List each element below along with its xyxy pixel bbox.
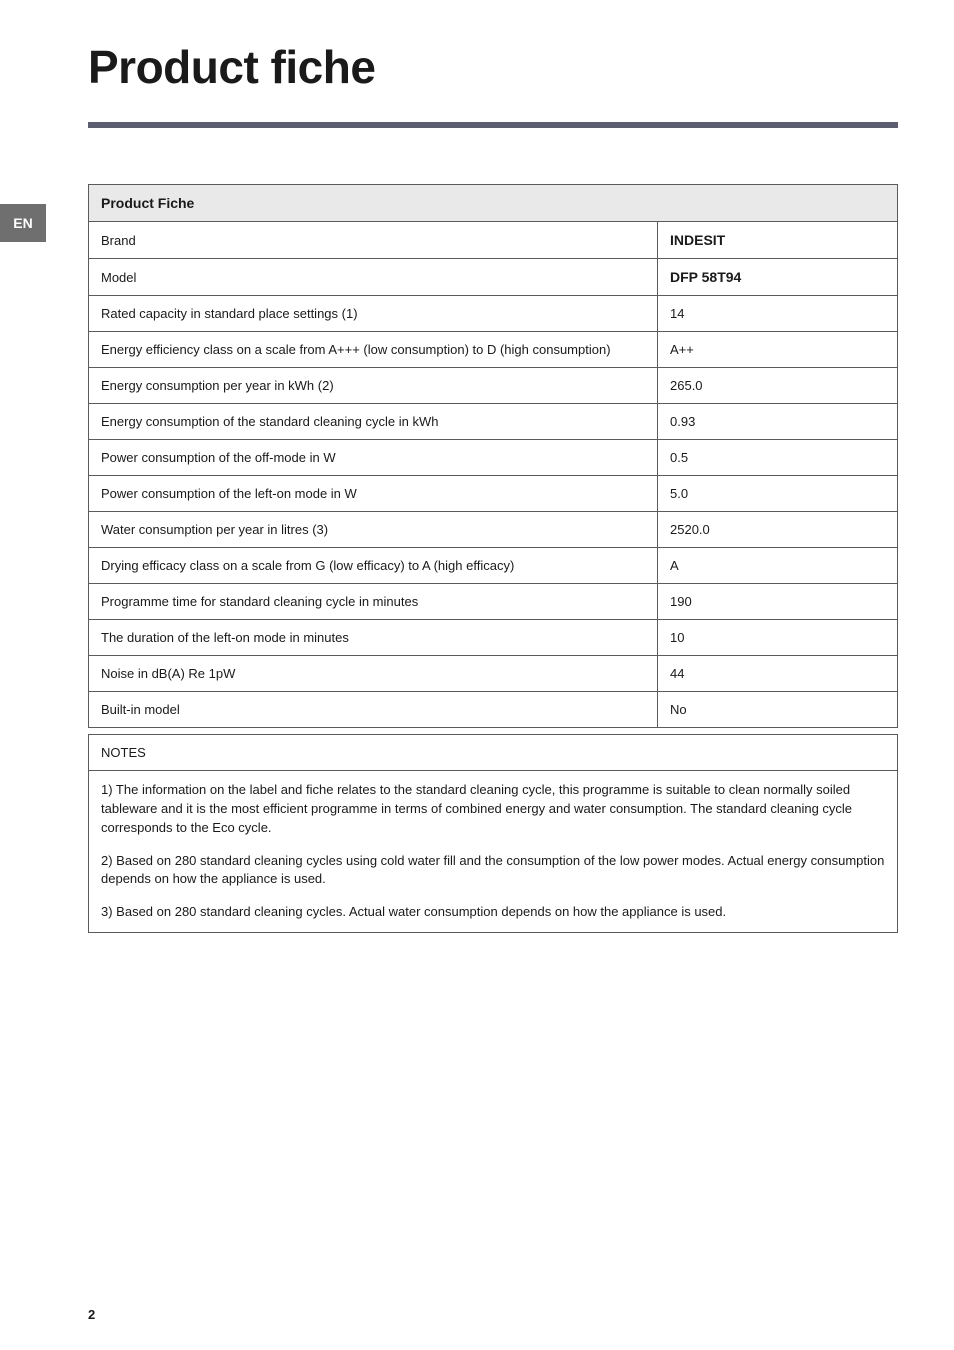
- spec-label: The duration of the left-on mode in minu…: [89, 620, 658, 656]
- spec-value: 190: [658, 584, 898, 620]
- spec-value: A++: [658, 332, 898, 368]
- notes-header: NOTES: [89, 735, 897, 771]
- table-row: Programme time for standard cleaning cyc…: [89, 584, 898, 620]
- spec-value: INDESIT: [658, 222, 898, 259]
- spec-label: Noise in dB(A) Re 1pW: [89, 656, 658, 692]
- page-title: Product fiche: [88, 40, 898, 94]
- product-fiche-table: Product Fiche BrandINDESITModelDFP 58T94…: [88, 184, 898, 728]
- table-row: The duration of the left-on mode in minu…: [89, 620, 898, 656]
- content-area: Product Fiche BrandINDESITModelDFP 58T94…: [88, 184, 898, 933]
- spec-label: Built-in model: [89, 692, 658, 728]
- spec-label: Energy consumption per year in kWh (2): [89, 368, 658, 404]
- spec-label: Brand: [89, 222, 658, 259]
- spec-label: Water consumption per year in litres (3): [89, 512, 658, 548]
- language-tab: EN: [0, 204, 46, 242]
- fiche-table-body: BrandINDESITModelDFP 58T94Rated capacity…: [89, 222, 898, 728]
- spec-value: A: [658, 548, 898, 584]
- spec-value: 0.5: [658, 440, 898, 476]
- spec-value: 44: [658, 656, 898, 692]
- spec-label: Energy efficiency class on a scale from …: [89, 332, 658, 368]
- notes-body: 1) The information on the label and fich…: [89, 771, 897, 932]
- spec-label: Rated capacity in standard place setting…: [89, 296, 658, 332]
- spec-value: 0.93: [658, 404, 898, 440]
- fiche-table-header: Product Fiche: [89, 185, 898, 222]
- table-row: Power consumption of the off-mode in W0.…: [89, 440, 898, 476]
- horizontal-rule: [88, 122, 898, 128]
- notes-box: NOTES 1) The information on the label an…: [88, 734, 898, 933]
- spec-label: Power consumption of the off-mode in W: [89, 440, 658, 476]
- table-row: Built-in modelNo: [89, 692, 898, 728]
- spec-value: 14: [658, 296, 898, 332]
- table-row: Power consumption of the left-on mode in…: [89, 476, 898, 512]
- notes-paragraph: 3) Based on 280 standard cleaning cycles…: [101, 903, 885, 922]
- table-row: Energy consumption of the standard clean…: [89, 404, 898, 440]
- spec-value: 265.0: [658, 368, 898, 404]
- notes-paragraph: 1) The information on the label and fich…: [101, 781, 885, 838]
- page-number: 2: [88, 1307, 95, 1322]
- spec-value: 2520.0: [658, 512, 898, 548]
- spec-label: Energy consumption of the standard clean…: [89, 404, 658, 440]
- notes-paragraph: 2) Based on 280 standard cleaning cycles…: [101, 852, 885, 890]
- spec-label: Programme time for standard cleaning cyc…: [89, 584, 658, 620]
- table-row: BrandINDESIT: [89, 222, 898, 259]
- spec-value: No: [658, 692, 898, 728]
- spec-value: DFP 58T94: [658, 259, 898, 296]
- spec-value: 5.0: [658, 476, 898, 512]
- table-row: Energy consumption per year in kWh (2)26…: [89, 368, 898, 404]
- table-row: Rated capacity in standard place setting…: [89, 296, 898, 332]
- table-row: Energy efficiency class on a scale from …: [89, 332, 898, 368]
- page: Product fiche EN Product Fiche BrandINDE…: [0, 0, 954, 1350]
- table-row: Noise in dB(A) Re 1pW44: [89, 656, 898, 692]
- spec-label: Drying efficacy class on a scale from G …: [89, 548, 658, 584]
- table-row: ModelDFP 58T94: [89, 259, 898, 296]
- table-row: Drying efficacy class on a scale from G …: [89, 548, 898, 584]
- table-row: Water consumption per year in litres (3)…: [89, 512, 898, 548]
- spec-label: Model: [89, 259, 658, 296]
- spec-label: Power consumption of the left-on mode in…: [89, 476, 658, 512]
- spec-value: 10: [658, 620, 898, 656]
